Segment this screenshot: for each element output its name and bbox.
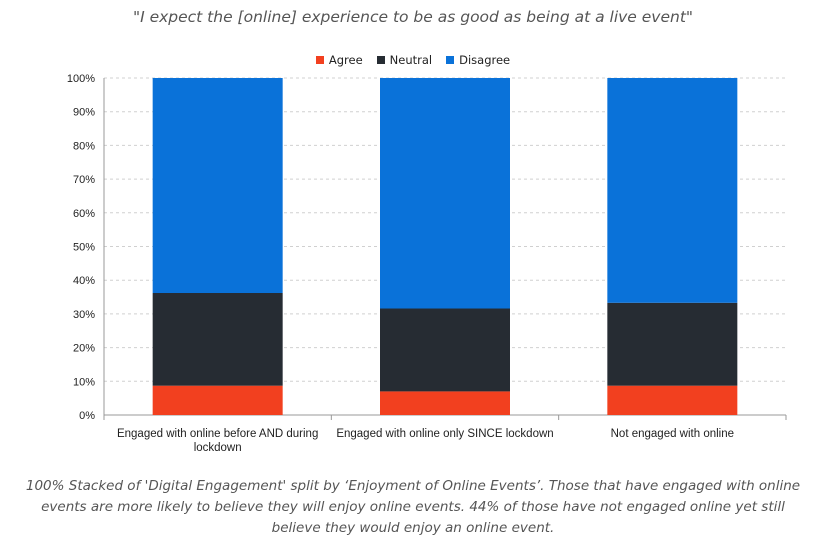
legend-label-neutral: Neutral xyxy=(389,53,433,67)
legend-swatch-disagree xyxy=(446,56,455,64)
chart-legend: Agree Neutral Disagree xyxy=(0,53,826,67)
x-tick-label-line: Not engaged with online xyxy=(611,428,734,440)
y-tick-label: 50% xyxy=(73,242,95,254)
x-tick-label-line: Engaged with online before AND during xyxy=(117,428,318,440)
y-tick-label: 90% xyxy=(73,107,95,119)
y-tick-label: 30% xyxy=(73,309,95,321)
x-tick-label-line: lockdown xyxy=(194,442,242,454)
y-tick-label: 10% xyxy=(73,376,95,388)
y-tick-label: 100% xyxy=(67,73,95,85)
x-tick-label: Engaged with online only SINCE lockdown xyxy=(336,428,553,440)
y-tick-label: 20% xyxy=(73,343,95,355)
bar-segment-disagree xyxy=(380,78,510,309)
bar-segment-neutral xyxy=(152,293,283,386)
legend-label-agree: Agree xyxy=(328,53,363,67)
x-tick-label: Engaged with online before AND during loc… xyxy=(117,428,318,454)
legend-label-disagree: Disagree xyxy=(459,53,511,67)
legend-item-agree: Agree xyxy=(315,53,363,67)
bar-segment-neutral xyxy=(380,308,510,392)
bar-segment-agree xyxy=(380,391,510,415)
legend-swatch-neutral xyxy=(376,56,385,64)
chart-caption: 100% Stacked of 'Digital Engagement' spl… xyxy=(25,478,801,536)
legend-item-neutral: Neutral xyxy=(376,53,433,67)
bar-segment-agree xyxy=(607,385,738,415)
legend-swatch-agree xyxy=(315,56,324,64)
y-tick-label: 40% xyxy=(73,275,95,287)
y-tick-label: 0% xyxy=(79,410,95,422)
legend-item-disagree: Disagree xyxy=(446,53,510,67)
stacked-bar-chart: 0% 10% 20% 30% 40% 50% 60% 70% 80% 90% 100% Engaged… xyxy=(67,73,787,454)
bar-segment-disagree xyxy=(607,78,738,303)
y-tick-label: 80% xyxy=(73,140,95,152)
bar-segment-neutral xyxy=(607,302,738,386)
chart-title: "I expect the [online] experience to be … xyxy=(132,8,694,26)
x-tick-label-line: Engaged with online only SINCE lockdown xyxy=(336,428,553,440)
y-tick-label: 60% xyxy=(73,208,95,220)
bar-segment-agree xyxy=(152,385,283,415)
bar-segment-disagree xyxy=(152,78,283,294)
x-tick-label: Not engaged with online xyxy=(611,428,734,440)
y-tick-label: 70% xyxy=(73,174,95,186)
